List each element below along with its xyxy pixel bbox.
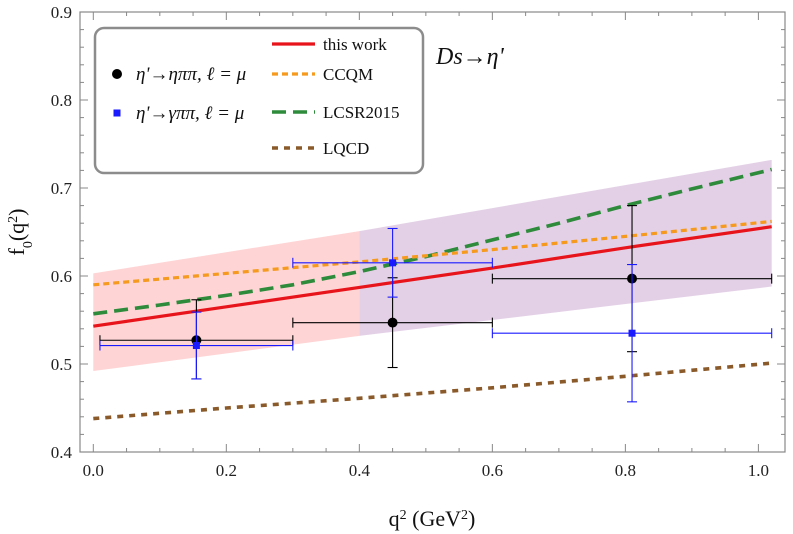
data-points — [99, 205, 773, 403]
x-tick-label: 0.6 — [482, 461, 503, 480]
point-marker — [192, 342, 200, 350]
legend-marker-square — [113, 109, 121, 117]
uncertainty-band-2 — [359, 159, 772, 336]
x-tick-label: 0.4 — [349, 461, 371, 480]
x-axis-title: q2 (GeV2) — [389, 506, 476, 531]
y-tick-label: 0.9 — [51, 3, 72, 22]
y-tick-label: 0.5 — [51, 355, 72, 374]
y-tick-label: 0.8 — [51, 91, 72, 110]
y-tick-label: 0.6 — [51, 267, 72, 286]
y-tick-label: 0.7 — [51, 179, 73, 198]
series-line-lqcd — [93, 361, 772, 421]
x-tick-label: 0.2 — [216, 461, 237, 480]
legend-marker-circle — [112, 69, 122, 79]
series-line-this-work — [93, 225, 772, 328]
y-tick-label: 0.4 — [51, 443, 73, 462]
data-point-circle-2 — [292, 277, 493, 369]
series-line-ccqm — [93, 219, 772, 287]
legend-label: η'→γππ, ℓ = μ — [136, 103, 244, 124]
data-point-square-2 — [292, 227, 493, 298]
legend-label: η'→ηππ, ℓ = μ — [136, 64, 246, 85]
data-point-square-3 — [491, 264, 773, 403]
legend-box — [93, 26, 425, 175]
theory-curves — [93, 167, 773, 421]
x-tick-label: 0.8 — [615, 461, 636, 480]
process-annotation: Ds→η' — [435, 44, 505, 70]
point-marker — [389, 259, 397, 267]
legend: η'→ηππ, ℓ = μ η'→γππ, ℓ = μ this work CCQM… — [93, 26, 425, 175]
uncertainty-band-1 — [93, 231, 360, 372]
legend-label: this work — [323, 35, 387, 54]
legend-label: CCQM — [323, 65, 373, 84]
data-point-square-1 — [99, 311, 294, 380]
tick-labels: 0.0 0.2 0.4 0.6 0.8 1.0 0.4 0.5 0.6 0.7 0.8 0.9 — [51, 3, 769, 480]
x-tick-label: 1.0 — [748, 461, 769, 480]
plot-frame — [79, 11, 786, 453]
point-marker — [628, 329, 636, 337]
legend-label: LQCD — [323, 139, 369, 158]
axis-ticks — [80, 11, 785, 453]
y-axis-title: f0(q2) — [4, 209, 36, 256]
legend-label: LCSR2015 — [323, 103, 400, 122]
point-marker — [387, 317, 398, 328]
x-tick-label: 0.0 — [83, 461, 104, 480]
